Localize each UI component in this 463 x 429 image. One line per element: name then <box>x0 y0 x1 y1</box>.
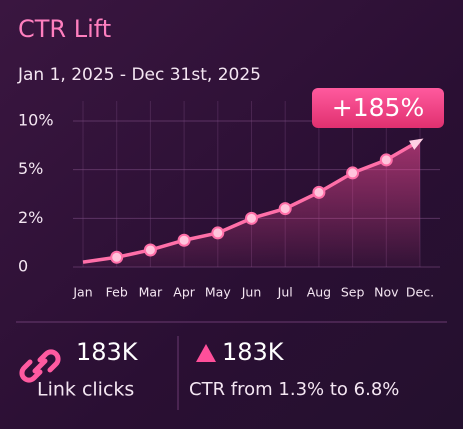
title: CTR Lift <box>18 15 111 43</box>
point <box>211 226 225 240</box>
x-tick-label: Jul <box>277 285 293 300</box>
y-tick-label: 2% <box>18 208 43 227</box>
y-tick-label: 5% <box>18 159 43 178</box>
point <box>346 166 360 180</box>
subtitle: Jan 1, 2025 - Dec 31st, 2025 <box>17 65 261 85</box>
link-icon <box>19 349 61 383</box>
area <box>83 140 420 267</box>
point <box>143 243 157 257</box>
x-tick-label: Sep <box>341 285 365 300</box>
x-tick-label: Apr <box>173 285 195 300</box>
point <box>245 211 258 225</box>
stat-label: Link clicks <box>37 379 134 401</box>
x-tick-label: Dec. <box>406 285 434 300</box>
stat-value: 183K <box>222 338 285 366</box>
point <box>312 185 326 199</box>
x-tick-label: May <box>205 285 231 300</box>
up-icon <box>196 344 216 362</box>
x-tick-label: Mar <box>139 285 163 300</box>
point <box>110 250 124 264</box>
x-tick-label: Aug <box>307 285 331 300</box>
stat-label: CTR from 1.3% to 6.8% <box>189 379 399 400</box>
arrow-head <box>409 138 424 150</box>
x-tick-label: Nov <box>374 285 399 300</box>
stat-value: 183K <box>76 338 139 366</box>
y-tick-label: 0 <box>18 257 28 276</box>
x-tick-label: Jun <box>241 285 262 300</box>
x-tick-label: Jan <box>72 285 92 300</box>
point <box>379 153 393 167</box>
point <box>177 233 191 247</box>
y-tick-label: 10% <box>18 111 54 130</box>
point <box>278 202 292 216</box>
x-tick-label: Feb <box>106 285 128 300</box>
badge <box>312 88 444 128</box>
annotation: +185% <box>332 93 424 122</box>
